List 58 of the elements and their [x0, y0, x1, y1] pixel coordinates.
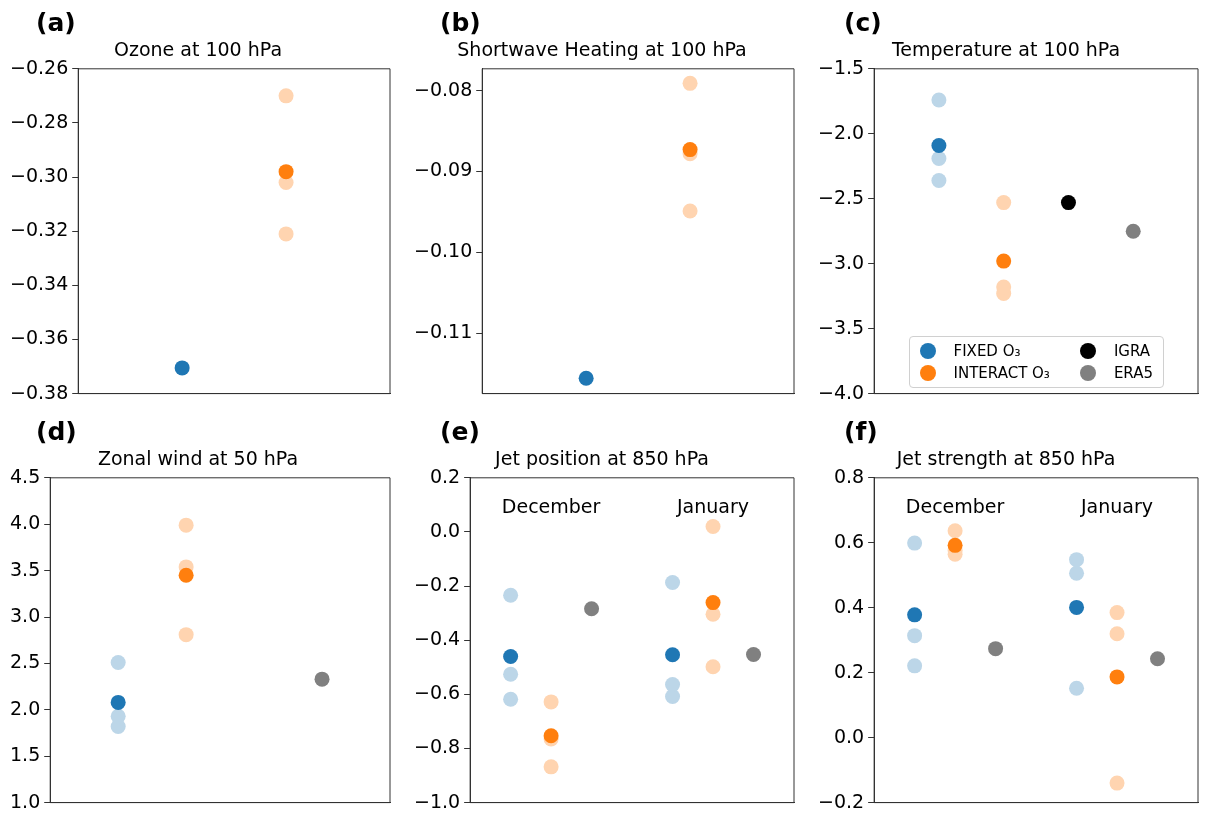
y-tick-label: −0.28	[9, 109, 69, 132]
y-tick-label: −0.11	[413, 319, 473, 342]
y-tick-label: 1.0	[10, 789, 41, 812]
y-tick-label: 2.5	[10, 650, 41, 673]
y-tick-label: −3.0	[818, 250, 865, 273]
y-tick-label: 0.8	[833, 464, 865, 487]
chart-title: Temperature at 100 hPa	[890, 38, 1121, 61]
y-tick-label: −0.08	[413, 77, 473, 100]
y-tick-label: −2.5	[818, 185, 865, 208]
y-tick-label: −0.38	[9, 380, 69, 403]
y-tick-label: −1.0	[414, 789, 461, 812]
y-tick-label: −1.5	[818, 55, 865, 78]
y-tick-label: 4.5	[10, 464, 41, 487]
y-tick-label: −0.09	[413, 158, 473, 181]
chart-title: Ozone at 100 hPa	[113, 38, 283, 61]
text: (b)	[440, 8, 481, 37]
legend-label: FIXED O₃	[953, 341, 1021, 360]
y-tick-label: −0.30	[9, 164, 69, 186]
annotation: January	[676, 494, 750, 517]
y-tick-label: 3.5	[10, 557, 41, 580]
legend-label: ERA5	[1113, 363, 1153, 382]
legend-label: IGRA	[1113, 341, 1151, 360]
chart-title: Zonal wind at 50 hPa	[97, 447, 299, 470]
y-tick-label: −0.34	[9, 272, 69, 295]
chart-title: Jet position at 850 hPa	[494, 447, 709, 470]
y-tick-label: −0.36	[9, 326, 69, 349]
chart-title: Shortwave Heating at 100 hPa	[457, 38, 747, 61]
y-tick-label: 4.0	[10, 511, 41, 534]
annotation: December	[501, 494, 601, 517]
annotation: January	[1080, 494, 1154, 517]
text: (a)	[36, 8, 76, 37]
y-tick-label: −3.5	[818, 315, 865, 338]
y-tick-label: 0.6	[833, 529, 865, 552]
y-tick-label: 0.2	[429, 464, 461, 487]
text: (d)	[36, 417, 77, 446]
y-tick-label: −2.0	[818, 120, 865, 143]
y-tick-label: −0.10	[413, 239, 473, 262]
y-tick-label: −4.0	[818, 380, 865, 403]
y-tick-label: 0.0	[833, 724, 865, 747]
text: (e)	[440, 417, 480, 446]
y-tick-label: −0.32	[9, 218, 69, 241]
y-tick-label: −0.26	[9, 55, 69, 78]
legend-label: INTERACT O₃	[953, 363, 1050, 382]
y-tick-label: −0.2	[414, 573, 461, 595]
text: (c)	[844, 8, 882, 37]
y-tick-label: −0.8	[414, 735, 461, 758]
y-tick-label: −0.4	[414, 627, 461, 650]
y-tick-label: 0.0	[429, 518, 461, 541]
y-tick-label: −0.2	[818, 789, 865, 812]
y-tick-label: −0.6	[414, 681, 461, 704]
y-tick-label: 0.4	[833, 594, 865, 617]
text: (f)	[844, 417, 878, 446]
y-tick-label: 0.2	[833, 659, 865, 682]
chart-title: Jet strength at 850 hPa	[895, 447, 1116, 470]
y-tick-label: 1.5	[10, 743, 41, 766]
y-tick-label: 2.0	[10, 696, 41, 719]
annotation: December	[905, 494, 1005, 517]
y-tick-label: 3.0	[10, 603, 41, 626]
